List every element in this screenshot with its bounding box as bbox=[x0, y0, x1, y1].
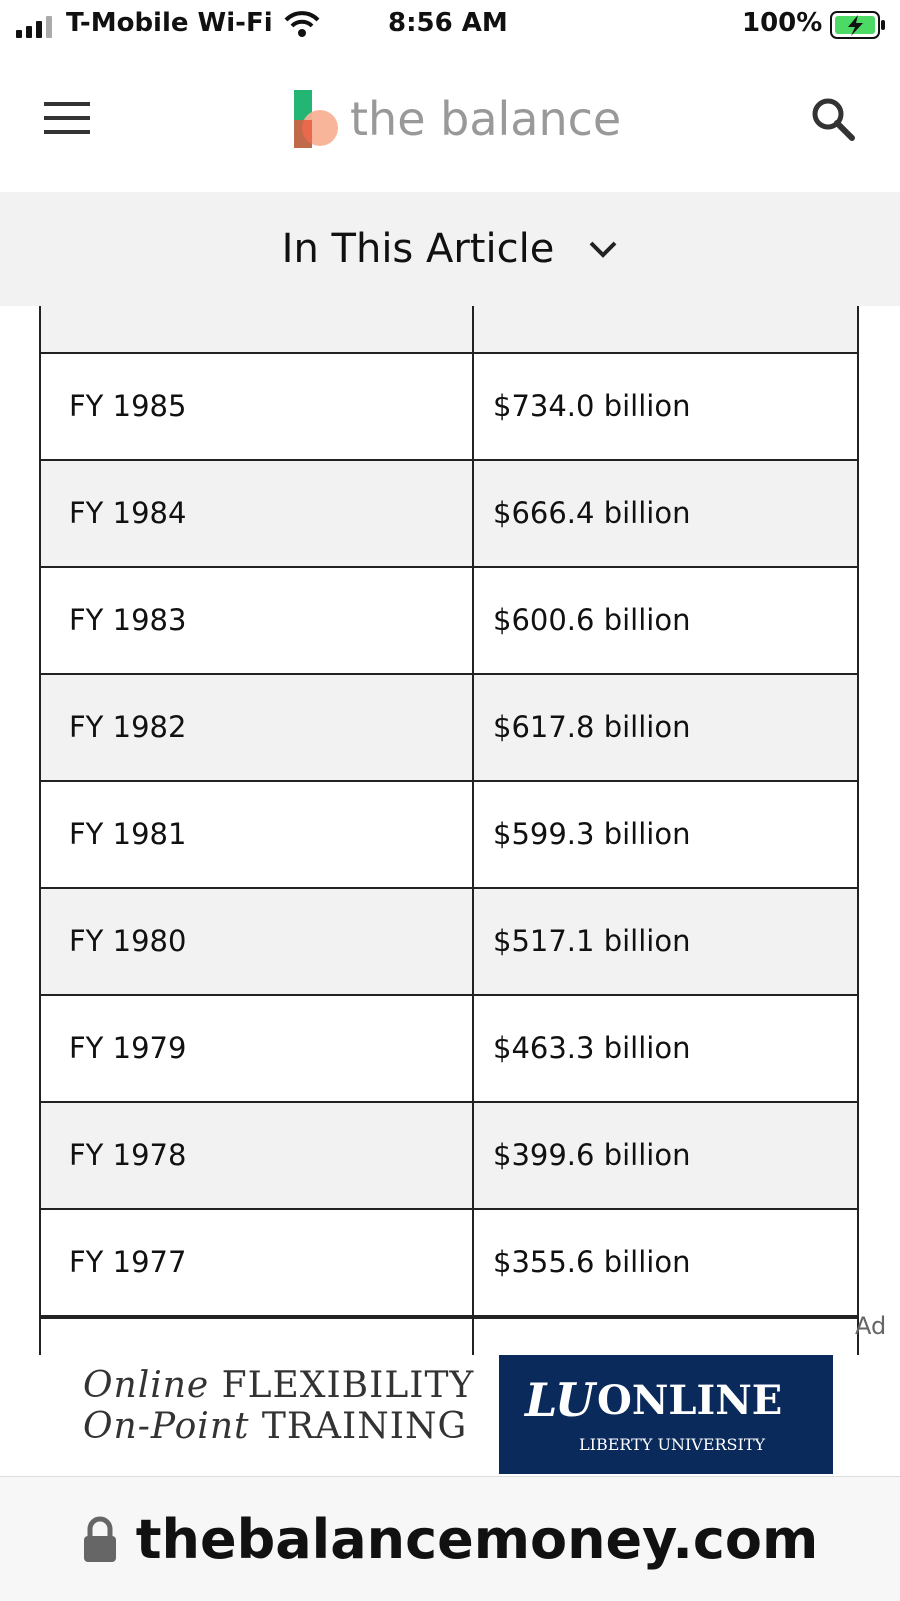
ad-line2: On-Point TRAINING bbox=[83, 1406, 474, 1447]
logo-icon bbox=[294, 90, 338, 148]
site-header: the balance bbox=[0, 50, 900, 192]
status-bar: T-Mobile Wi-Fi 8:56 AM 100% bbox=[0, 0, 900, 50]
year-cell: FY 1980 bbox=[69, 924, 187, 958]
amount-cell: $463.3 billion bbox=[493, 1031, 691, 1065]
lock-icon bbox=[83, 1516, 116, 1562]
data-table: FY 1985 $734.0 billion FY 1984 $666.4 billi… bbox=[39, 306, 861, 1355]
table-row: FY 1979 $463.3 billion bbox=[39, 996, 859, 1103]
year-cell: FY 1982 bbox=[69, 710, 187, 744]
wifi-icon bbox=[284, 11, 320, 37]
cell-divider bbox=[472, 568, 474, 673]
year-cell: FY 1985 bbox=[69, 389, 187, 423]
table-row: FY 1980 $517.1 billion bbox=[39, 889, 859, 996]
table-row: FY 1983 $600.6 billion bbox=[39, 568, 859, 675]
cell-divider bbox=[472, 1210, 474, 1315]
table-row bbox=[39, 1317, 859, 1355]
cell-divider bbox=[472, 306, 474, 352]
chevron bbox=[589, 241, 617, 258]
year-cell: FY 1981 bbox=[69, 817, 187, 851]
cell-divider bbox=[472, 1103, 474, 1208]
ad-text: Online bbox=[83, 1365, 210, 1406]
ad-text: FLEXIBILITY bbox=[221, 1365, 475, 1406]
table-row bbox=[39, 306, 859, 354]
table-row: FY 1981 $599.3 billion bbox=[39, 782, 859, 889]
cell-divider bbox=[472, 675, 474, 780]
logo-text[interactable]: the balance bbox=[350, 92, 622, 146]
ad-text: TRAINING bbox=[261, 1406, 468, 1447]
amount-cell: $734.0 billion bbox=[493, 389, 691, 423]
url-bar[interactable]: thebalancemoney.com bbox=[0, 1476, 900, 1601]
cell-divider bbox=[472, 889, 474, 994]
url: thebalancemoney.com bbox=[135, 1507, 819, 1571]
year-cell: FY 1983 bbox=[69, 603, 187, 637]
amount-cell: $599.3 billion bbox=[493, 817, 691, 851]
amount-cell: $517.1 billion bbox=[493, 924, 691, 958]
battery-percent: 100% bbox=[742, 8, 823, 38]
year-cell: FY 1979 bbox=[69, 1031, 187, 1065]
amount-cell: $600.6 billion bbox=[493, 603, 691, 637]
signal-icon bbox=[16, 16, 52, 38]
ad-label: Ad bbox=[855, 1312, 887, 1340]
cell-divider bbox=[472, 461, 474, 566]
year-cell: FY 1977 bbox=[69, 1245, 187, 1279]
cell-divider bbox=[472, 1319, 474, 1355]
ad-brand-sub: LIBERTY UNIVERSITY bbox=[579, 1435, 766, 1454]
battery-icon bbox=[830, 11, 885, 39]
ad-brand: ONLINE bbox=[597, 1377, 783, 1424]
ad-banner[interactable]: Online FLEXIBILITY On-Point TRAINING LU … bbox=[39, 1355, 833, 1474]
toc-bar[interactable]: In This Article bbox=[0, 192, 900, 306]
table-row: FY 1984 $666.4 billion bbox=[39, 461, 859, 568]
amount-cell: $355.6 billion bbox=[493, 1245, 691, 1279]
search-button[interactable] bbox=[810, 96, 856, 142]
ad-line1: Online FLEXIBILITY bbox=[83, 1365, 474, 1406]
cell-divider bbox=[472, 996, 474, 1101]
toc-label: In This Article bbox=[281, 226, 555, 272]
ad-text: On-Point bbox=[83, 1406, 250, 1447]
table-row: FY 1977 $355.6 billion bbox=[39, 1210, 859, 1317]
table-row: FY 1985 $734.0 billion bbox=[39, 354, 859, 461]
ad-brand-panel: LU ONLINE LIBERTY UNIVERSITY bbox=[499, 1355, 833, 1474]
menu-button[interactable] bbox=[44, 102, 90, 136]
cell-divider bbox=[472, 782, 474, 887]
amount-cell: $666.4 billion bbox=[493, 496, 691, 530]
carrier: T-Mobile Wi-Fi bbox=[66, 8, 273, 38]
amount-cell: $617.8 billion bbox=[493, 710, 691, 744]
table-row: FY 1982 $617.8 billion bbox=[39, 675, 859, 782]
year-cell: FY 1978 bbox=[69, 1138, 187, 1172]
clock: 8:56 AM bbox=[388, 8, 508, 38]
table-row: FY 1978 $399.6 billion bbox=[39, 1103, 859, 1210]
cell-divider bbox=[472, 354, 474, 459]
year-cell: FY 1984 bbox=[69, 496, 187, 530]
amount-cell: $399.6 billion bbox=[493, 1138, 691, 1172]
